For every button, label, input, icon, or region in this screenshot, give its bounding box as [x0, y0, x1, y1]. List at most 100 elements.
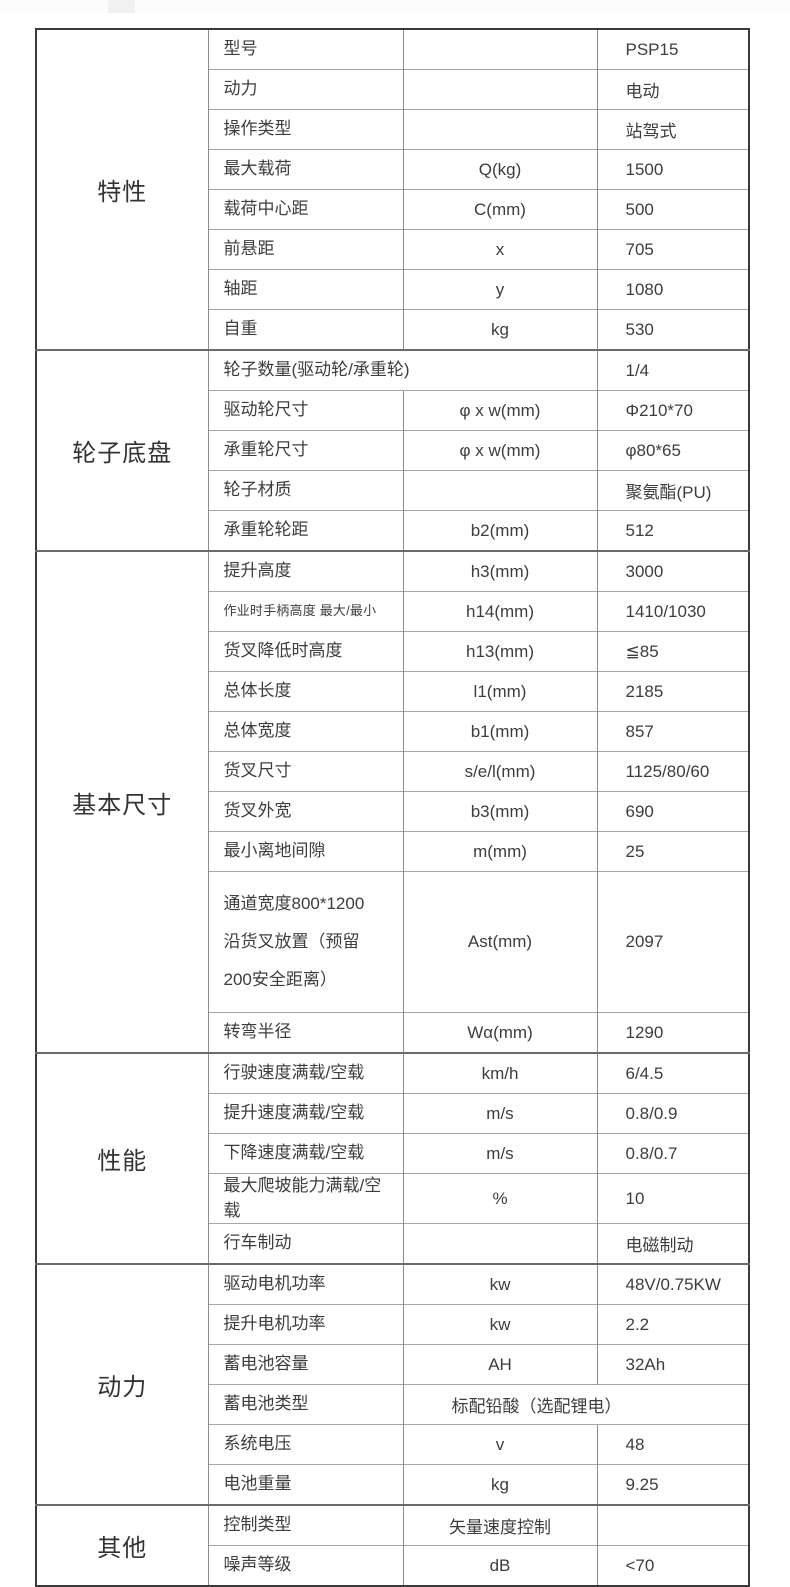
value-cell: Φ210*70	[596, 390, 749, 431]
spec-row: 动力 电动	[36, 69, 749, 110]
attr-label-cell: 通道宽度800*1200 沿货叉放置（预留 200安全距离）	[207, 871, 403, 1013]
value-cell: <70	[596, 1545, 749, 1587]
spec-row: 货叉外宽 b3(mm) 690	[36, 791, 749, 832]
section-label: 特性	[36, 28, 208, 350]
spec-row: 提升速度满载/空载 m/s 0.8/0.9	[36, 1093, 749, 1134]
spec-row: 轮子底盘 轮子数量(驱动轮/承重轮) 1/4	[36, 349, 749, 551]
value-cell: 10	[596, 1172, 749, 1224]
value-cell: 1/4	[596, 349, 749, 391]
section-label: 动力	[36, 1263, 208, 1506]
attr-label-cell: 自重	[207, 309, 403, 350]
attr-label-cell: 行驶速度满载/空载	[207, 1052, 403, 1094]
symbol-cell: %	[402, 1172, 597, 1224]
attr-label-cell: 蓄电池容量	[207, 1344, 403, 1385]
value-cell: 0.8/0.7	[596, 1133, 749, 1174]
attr-label-cell: 型号	[207, 28, 403, 70]
attr-label-cell: 最大载荷	[207, 149, 403, 190]
attr-label-cell: 驱动轮尺寸	[207, 390, 403, 431]
attr-label-cell: 货叉外宽	[207, 791, 403, 832]
symbol-cell: 标配铅酸（选配锂电）	[402, 1384, 749, 1425]
spec-row: 驱动轮尺寸 φ x w(mm) Φ210*70	[36, 390, 749, 431]
symbol-cell	[402, 109, 597, 150]
section-label: 性能	[36, 1051, 208, 1265]
attr-label-cell: 电池重量	[207, 1464, 403, 1506]
spec-table: 特性 型号 PSP15 动力 电动 操作类型 站驾式 最大载荷 Q(kg) 1500 载荷中心距 C(…	[35, 28, 750, 1587]
attr-label-cell: 轴距	[207, 269, 403, 310]
spec-row: 承重轮轮距 b2(mm) 512	[36, 510, 749, 551]
symbol-cell: y	[402, 269, 597, 310]
symbol-cell: kg	[402, 1464, 597, 1506]
section-label: 轮子底盘	[36, 349, 208, 551]
spec-row: 系统电压 v 48	[36, 1424, 749, 1465]
attr-label-cell: 总体宽度	[207, 711, 403, 752]
spec-row: 载荷中心距 C(mm) 500	[36, 189, 749, 230]
attr-label-cell: 承重轮尺寸	[207, 430, 403, 471]
attr-label-cell: 作业时手柄高度 最大/最小	[207, 591, 403, 632]
spec-row: 其他 控制类型 矢量速度控制	[36, 1504, 749, 1587]
symbol-cell: kg	[402, 309, 597, 350]
symbol-cell: h3(mm)	[402, 550, 597, 592]
value-cell: 857	[596, 711, 749, 752]
attr-label-cell: 承重轮轮距	[207, 510, 403, 551]
value-cell: ≦85	[596, 631, 749, 672]
value-cell: 705	[596, 229, 749, 270]
value-cell: 站驾式	[596, 109, 749, 150]
attr-label-cell: 最小离地间隙	[207, 831, 403, 872]
value-cell: 9.25	[596, 1464, 749, 1506]
value-cell: φ80*65	[596, 430, 749, 471]
spec-row: 基本尺寸 提升高度 h3(mm) 3000	[36, 550, 749, 1053]
attr-label-cell: 轮子数量(驱动轮/承重轮)	[207, 349, 597, 391]
spec-row: 总体宽度 b1(mm) 857	[36, 711, 749, 752]
spec-row: 动力 驱动电机功率 kw 48V/0.75KW	[36, 1263, 749, 1506]
symbol-cell: m/s	[402, 1093, 597, 1134]
attr-label-cell: 货叉尺寸	[207, 751, 403, 792]
symbol-cell: dB	[402, 1545, 597, 1587]
value-cell: 1410/1030	[596, 591, 749, 632]
value-cell: 2185	[596, 671, 749, 712]
value-cell: 530	[596, 309, 749, 350]
symbol-cell: Ast(mm)	[402, 871, 597, 1013]
attr-label-cell: 货叉降低时高度	[207, 631, 403, 672]
spec-row: 行车制动 电磁制动	[36, 1223, 749, 1265]
spec-row: 下降速度满载/空载 m/s 0.8/0.7	[36, 1133, 749, 1174]
symbol-cell: m/s	[402, 1133, 597, 1174]
attr-label-cell: 噪声等级	[207, 1545, 403, 1587]
spec-row: 轮子材质 聚氨酯(PU)	[36, 470, 749, 511]
top-remnant-blob	[108, 0, 135, 13]
symbol-cell: b1(mm)	[402, 711, 597, 752]
spec-row: 电池重量 kg 9.25	[36, 1464, 749, 1506]
value-cell: 48V/0.75KW	[596, 1263, 749, 1305]
value-cell: 48	[596, 1424, 749, 1465]
value-cell: 电磁制动	[596, 1223, 749, 1265]
symbol-cell: v	[402, 1424, 597, 1465]
attr-label-cell: 提升电机功率	[207, 1304, 403, 1345]
symbol-cell: h13(mm)	[402, 631, 597, 672]
symbol-cell: b2(mm)	[402, 510, 597, 551]
symbol-cell: x	[402, 229, 597, 270]
symbol-cell: Q(kg)	[402, 149, 597, 190]
attr-label-cell: 前悬距	[207, 229, 403, 270]
value-cell: 1125/80/60	[596, 751, 749, 792]
attr-label-cell: 系统电压	[207, 1424, 403, 1465]
attr-label-cell: 动力	[207, 69, 403, 110]
symbol-cell: kw	[402, 1263, 597, 1305]
section-label: 基本尺寸	[36, 550, 208, 1053]
symbol-cell: φ x w(mm)	[402, 430, 597, 471]
attr-label-cell: 总体长度	[207, 671, 403, 712]
symbol-cell	[402, 28, 597, 70]
spec-row: 总体长度 l1(mm) 2185	[36, 671, 749, 712]
attr-label-cell: 轮子材质	[207, 470, 403, 511]
attr-label-cell: 驱动电机功率	[207, 1263, 403, 1305]
attr-label-cell: 提升速度满载/空载	[207, 1093, 403, 1134]
spec-table-body: 特性 型号 PSP15 动力 电动 操作类型 站驾式 最大载荷 Q(kg) 1500 载荷中心距 C(…	[36, 28, 749, 1587]
symbol-cell: b3(mm)	[402, 791, 597, 832]
spec-row: 前悬距 x 705	[36, 229, 749, 270]
symbol-cell: h14(mm)	[402, 591, 597, 632]
section-label: 其他	[36, 1504, 208, 1587]
value-cell: 1290	[596, 1012, 749, 1053]
symbol-cell	[402, 1223, 597, 1265]
symbol-cell	[402, 69, 597, 110]
value-cell: 500	[596, 189, 749, 230]
symbol-cell: 矢量速度控制	[402, 1504, 597, 1546]
symbol-cell: C(mm)	[402, 189, 597, 230]
